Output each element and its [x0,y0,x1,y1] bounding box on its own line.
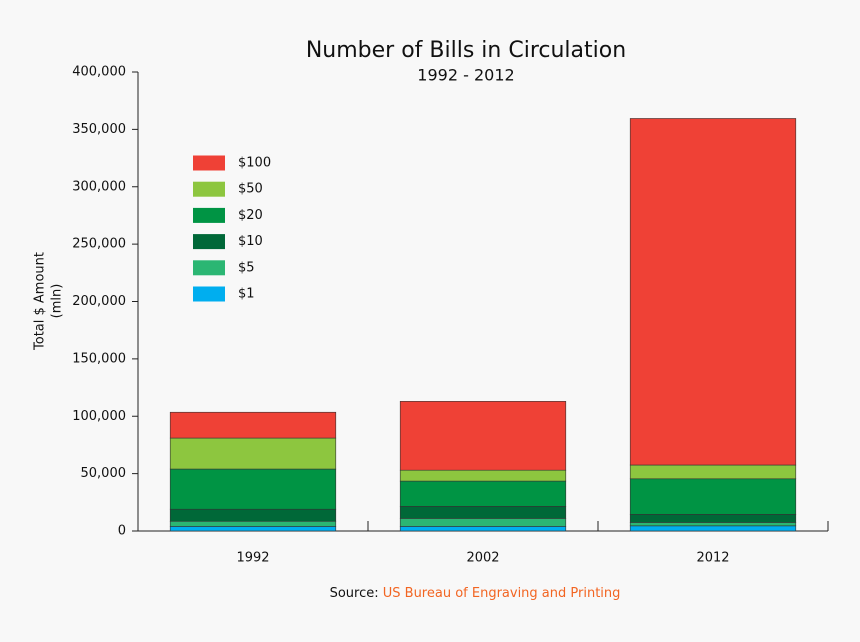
legend-label: $20 [238,208,263,223]
chart-title: Number of Bills in Circulation [306,38,626,63]
legend-label: $10 [238,234,263,249]
bar-segment [169,437,337,470]
bar-segment [399,518,567,527]
source: Source: US Bureau of Engraving and Print… [330,586,621,601]
bar-segment [629,478,797,515]
legend-swatch [193,207,225,223]
y-axis-label: Total $ Amount [33,252,48,351]
x-tick-label: 2002 [466,551,499,566]
source-text: US Bureau of Engraving and Printing [383,586,621,601]
legend-swatch [193,155,225,171]
bar-segment [399,480,567,507]
legend-swatch [193,260,225,276]
y-tick-label: 300,000 [72,179,126,194]
legend-label: $50 [238,182,263,197]
y-tick-label: 150,000 [72,351,126,366]
bar-segment [169,520,337,527]
legend-swatch [193,234,225,250]
bar-segment [629,464,797,480]
bar-segment [629,118,797,466]
legend-label: $100 [238,156,271,171]
chart-subtitle: 1992 - 2012 [417,66,514,85]
y-tick-label: 350,000 [72,122,126,137]
y-tick-label: 200,000 [72,294,126,309]
bar-segment [169,526,337,532]
bar-segment [629,522,797,527]
bar-segment [169,468,337,510]
bar-segment [629,514,797,523]
bar-segment [629,525,797,532]
y-axis-label: (mln) [50,284,65,319]
legend-label: $1 [238,287,255,302]
y-tick-label: 100,000 [72,409,126,424]
x-tick-label: 1992 [236,551,269,566]
bar-segment [399,469,567,482]
source-label: Source: [330,586,379,601]
bar-segment [169,411,337,439]
legend-swatch [193,286,225,302]
y-tick-label: 50,000 [81,466,127,481]
bar-segment [399,526,567,532]
legend-swatch [193,181,225,197]
x-tick-label: 2012 [696,551,729,566]
y-tick-label: 250,000 [72,237,126,252]
bar-segment [169,508,337,522]
bar-segment [399,401,567,471]
bar-segment [399,506,567,519]
legend-label: $5 [238,260,255,275]
y-tick-label: 0 [118,524,126,539]
y-tick-label: 400,000 [72,65,126,80]
